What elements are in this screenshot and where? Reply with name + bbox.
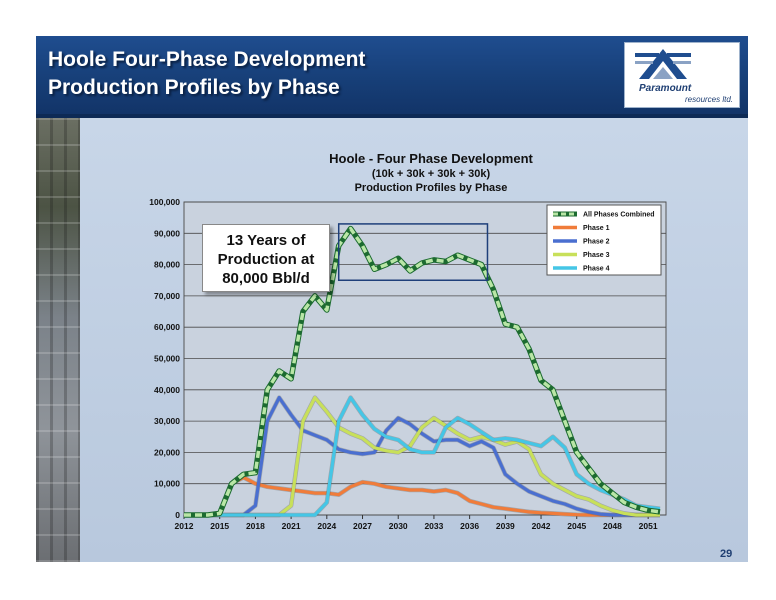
x-tick-label: 2015 (210, 521, 229, 531)
x-tick-label: 2018 (246, 521, 265, 531)
y-tick-label: 20,000 (154, 447, 180, 457)
legend-label: Phase 4 (583, 266, 610, 273)
logo-subtitle: resources ltd. (685, 95, 734, 104)
x-tick-label: 2033 (424, 521, 443, 531)
x-tick-label: 2051 (639, 521, 658, 531)
paramount-logo: Paramount resources ltd. (624, 42, 740, 108)
callout-box: 13 Years of Production at 80,000 Bbl/d (202, 224, 330, 292)
callout-line-1: 13 Years of (226, 232, 306, 249)
x-tick-label: 2036 (460, 521, 479, 531)
series-line-all-phases-combined (184, 226, 661, 517)
y-tick-label: 30,000 (154, 416, 180, 426)
chart-subtitle-2: Production Profiles by Phase (354, 182, 508, 194)
legend-label: Phase 2 (583, 239, 610, 246)
y-tick-label: 90,000 (154, 228, 180, 238)
x-tick-label: 2027 (353, 521, 372, 531)
slide-title-line-1: Hoole Four-Phase Development (48, 48, 366, 71)
y-tick-label: 80,000 (154, 260, 180, 270)
chart-title: Hoole - Four Phase Development (329, 151, 533, 166)
x-tick-label: 2048 (603, 521, 622, 531)
facility-photo-strip (36, 118, 80, 562)
highlight-box (337, 223, 489, 282)
x-axis-ticks: 2012 2015 2018 2021 2024 2027 2030 2033 2036 2039… (175, 515, 658, 531)
series-line-phase-4 (184, 396, 661, 517)
y-tick-label: 50,000 (154, 354, 180, 364)
chart-subtitle-1: (10k + 30k + 30k + 30k) (371, 168, 491, 180)
x-tick-label: 2030 (389, 521, 408, 531)
slide-title-line-2: Production Profiles by Phase (48, 76, 340, 99)
slide-header: Hoole Four-Phase Development Production … (36, 36, 748, 118)
series-line-phase-2 (184, 396, 660, 517)
y-tick-label: 100,000 (149, 197, 180, 207)
callout-line-3: 80,000 Bbl/d (222, 270, 310, 287)
x-tick-label: 2021 (282, 521, 301, 531)
series-lines (184, 225, 661, 518)
x-tick-label: 2012 (175, 521, 194, 531)
x-tick-label: 2024 (317, 521, 336, 531)
y-tick-label: 0 (175, 510, 180, 520)
x-tick-label: 2045 (567, 521, 586, 531)
legend-label: Phase 1 (583, 225, 610, 232)
y-tick-label: 40,000 (154, 385, 180, 395)
callout-line-2: Production at (217, 251, 315, 268)
x-tick-label: 2042 (532, 521, 551, 531)
chart-legend: All Phases Combined Phase 1 Phase 2 Phase 3… (546, 204, 662, 276)
legend-label: Phase 3 (583, 252, 610, 259)
paramount-mountain-icon (635, 49, 691, 79)
x-tick-label: 2039 (496, 521, 515, 531)
page-number: 29 (720, 548, 733, 560)
logo-name: Paramount (639, 83, 692, 94)
y-tick-label: 10,000 (154, 479, 180, 489)
series-line-phase-1 (184, 475, 660, 517)
y-tick-label: 60,000 (154, 322, 180, 332)
y-tick-label: 70,000 (154, 291, 180, 301)
legend-label: All Phases Combined (583, 212, 655, 219)
y-axis-ticks: 0 10,000 20,000 30,000 40,000 50,000 60,000 70,… (149, 197, 180, 520)
